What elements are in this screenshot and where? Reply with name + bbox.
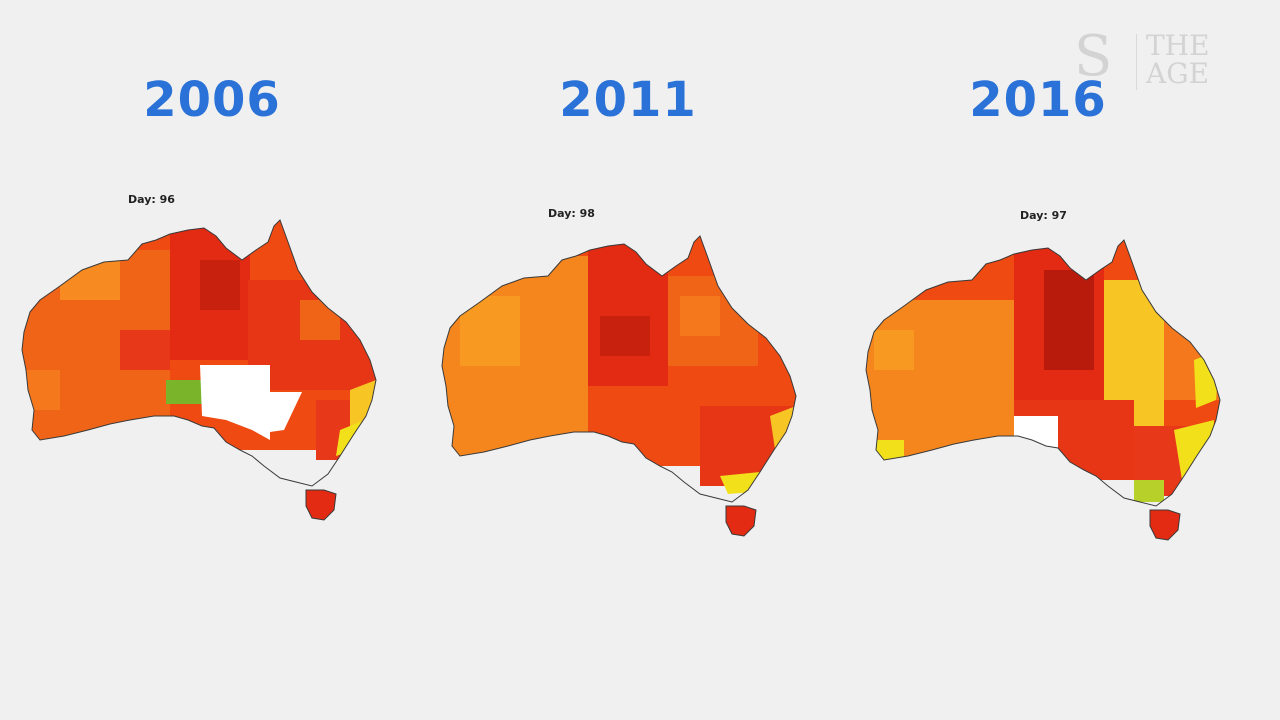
year-title-2006: 2006: [143, 72, 281, 128]
map-2011: [441, 235, 797, 537]
logo-divider: [1136, 34, 1137, 90]
map-2016: [865, 239, 1221, 541]
year-title-2016: 2016: [969, 72, 1107, 128]
map-2006: [21, 219, 377, 521]
year-title-2011: 2011: [559, 72, 697, 128]
day-label-2011: Day: 98: [548, 207, 595, 220]
day-label-2006: Day: 96: [128, 193, 175, 206]
logo-text: THE AGE: [1146, 29, 1210, 90]
day-label-2016: Day: 97: [1020, 209, 1067, 222]
logo-mark: S: [1074, 24, 1113, 89]
the-age-logo: S THE AGE: [1074, 24, 1234, 94]
